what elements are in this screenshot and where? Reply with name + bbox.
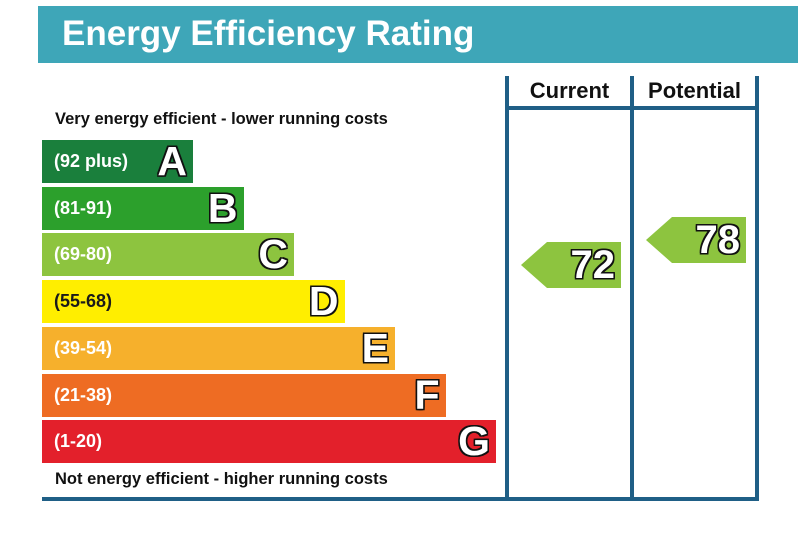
- caption-bottom: Not energy efficient - higher running co…: [55, 470, 388, 488]
- band-range-label: (21-38): [54, 384, 113, 405]
- band-range-label: (92 plus): [54, 151, 129, 171]
- potential-rating-arrow: 78: [646, 217, 746, 263]
- column-header-potential: Potential: [648, 78, 741, 103]
- band-letter: G: [458, 418, 490, 465]
- band-letter: E: [361, 324, 389, 371]
- band-range-label: (55-68): [54, 291, 113, 312]
- rating-band-g: (1-20) G: [42, 418, 496, 464]
- band-letter: A: [157, 138, 187, 184]
- header-bar: Energy Efficiency Rating: [38, 6, 798, 63]
- frame-line-bottom: [42, 497, 759, 501]
- band-letter: D: [308, 278, 339, 325]
- band-letter: C: [258, 231, 288, 278]
- current-rating-value: 72: [570, 243, 616, 287]
- page-title: Energy Efficiency Rating: [62, 14, 475, 53]
- column-header-current: Current: [529, 78, 610, 103]
- frame-line-right: [755, 76, 759, 500]
- rating-band-c: (69-80) C: [42, 231, 294, 277]
- band-range-label: (39-54): [54, 337, 113, 358]
- caption-top: Very energy efficient - lower running co…: [55, 110, 388, 128]
- rating-band-b: (81-91) B: [42, 185, 244, 231]
- band-range-label: (1-20): [54, 431, 103, 452]
- band-range-label: (81-91): [54, 197, 113, 218]
- current-rating-arrow: 72: [521, 242, 621, 288]
- band-letter: F: [414, 371, 440, 418]
- rating-band-e: (39-54) E: [42, 325, 395, 371]
- rating-band-d: (55-68) D: [42, 278, 345, 324]
- potential-rating-value: 78: [695, 218, 741, 262]
- band-range-label: (69-80): [54, 244, 113, 265]
- rating-band-f: (21-38) F: [42, 372, 446, 418]
- frame-line-header: [505, 106, 759, 110]
- frame-line-left: [505, 76, 509, 500]
- band-letter: B: [207, 184, 238, 231]
- rating-band-a: (92 plus) A: [42, 138, 193, 184]
- frame-line-middle: [630, 76, 634, 500]
